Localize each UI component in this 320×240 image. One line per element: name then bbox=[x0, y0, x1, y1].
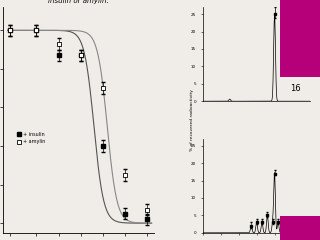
+ insulin bbox=[79, 54, 83, 57]
Legend: + insulin, + amylin: + insulin, + amylin bbox=[15, 130, 47, 146]
+ insulin bbox=[123, 212, 127, 215]
+ amylin bbox=[35, 29, 38, 32]
Line: + insulin: + insulin bbox=[8, 28, 149, 221]
+ amylin bbox=[8, 29, 12, 32]
+ insulin bbox=[57, 54, 60, 57]
Line: + amylin: + amylin bbox=[8, 28, 149, 212]
Title: Amylin degradation is
inhibited by excess
insulin or amylin.: Amylin degradation is inhibited by exces… bbox=[40, 0, 117, 4]
Text: % of recovered radioactivity: % of recovered radioactivity bbox=[190, 89, 194, 151]
+ amylin bbox=[145, 208, 149, 211]
+ amylin bbox=[101, 87, 105, 90]
+ insulin bbox=[8, 29, 12, 32]
+ insulin bbox=[35, 29, 38, 32]
+ amylin bbox=[57, 42, 60, 45]
+ insulin bbox=[145, 218, 149, 221]
+ insulin bbox=[101, 144, 105, 147]
Text: 16: 16 bbox=[290, 84, 300, 93]
+ amylin bbox=[79, 54, 83, 57]
+ amylin bbox=[123, 174, 127, 176]
